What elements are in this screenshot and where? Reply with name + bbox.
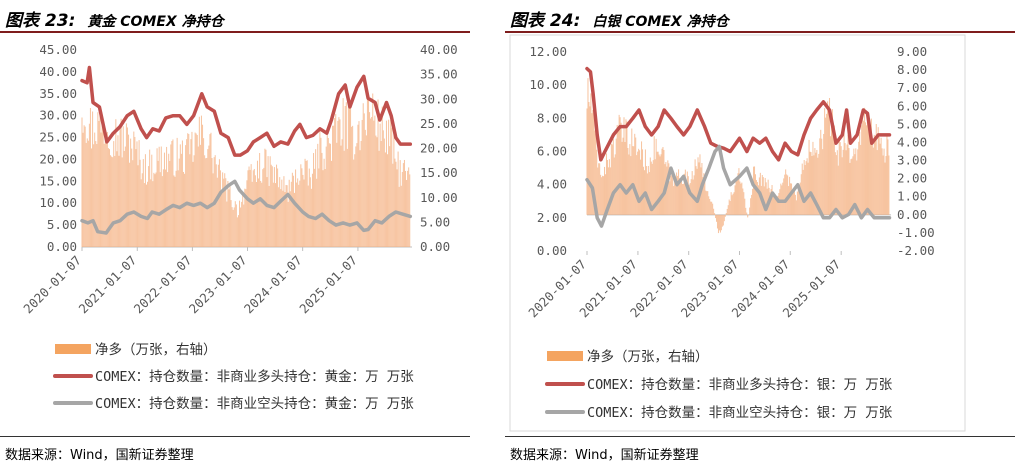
source-note: 数据来源：Wind，国新证券整理 — [510, 448, 699, 463]
right-tick-label: 8.00 — [897, 62, 927, 77]
left-tick-label: 8.00 — [537, 110, 567, 125]
left-tick-label: 15.00 — [39, 173, 77, 188]
right-tick-label: 0.00 — [420, 239, 450, 254]
legend-label: COMEX：持仓数量：非商业空头持仓：黄金：万 万张 — [95, 396, 414, 412]
left-tick-label: 40.00 — [39, 64, 77, 79]
x-tick-label: 2021-01-07 — [76, 253, 140, 317]
right-tick-label: 20.00 — [420, 141, 458, 156]
right-tick-label: 6.00 — [897, 98, 927, 113]
title-rule — [0, 31, 470, 33]
series-short-position-line — [80, 179, 413, 235]
chart-panel-silver: 图表 24: 白银 COMEX 净持仓 0.00 2.00 4.00 6.00 8.00 1… — [505, 0, 1015, 467]
left-tick-label: 12.00 — [529, 44, 567, 59]
left-tick-label: 30.00 — [39, 108, 77, 123]
left-tick-label: 0.00 — [47, 239, 77, 254]
legend-label: 净多（万张，右轴） — [95, 341, 217, 358]
x-tick-label: 2022-01-07 — [131, 253, 195, 317]
figure-number: 图表 23: — [5, 11, 76, 31]
series-net-long-bars — [586, 78, 890, 234]
right-tick-label: 10.00 — [420, 190, 458, 205]
left-tick-label: 45.00 — [39, 42, 77, 57]
title-rule — [505, 31, 1015, 33]
right-tick-label: 4.00 — [897, 134, 927, 149]
right-tick-label: 1.00 — [897, 189, 927, 204]
x-tick-label: 2024-01-07 — [241, 253, 305, 317]
left-tick-label: 20.00 — [39, 151, 77, 166]
x-axis: 2020-01-072021-01-072022-01-072023-01-07… — [525, 214, 891, 320]
left-tick-label: 5.00 — [47, 217, 77, 232]
left-tick-label: 4.00 — [537, 177, 567, 192]
right-tick-label: 5.00 — [897, 116, 927, 131]
legend-label: COMEX：持仓数量：非商业多头持仓：银：万 万张 — [587, 376, 893, 393]
right-tick-label: 35.00 — [420, 67, 458, 82]
figure-name: 白银 COMEX 净持仓 — [592, 14, 729, 30]
chart-frame — [509, 34, 966, 432]
left-axis: 0.00 2.00 4.00 6.00 8.00 10.00 12.00 — [529, 44, 567, 258]
source-note: 数据来源：Wind，国新证券整理 — [5, 448, 194, 463]
legend-swatch-bar — [55, 344, 91, 354]
right-tick-label: 15.00 — [420, 165, 458, 180]
figure-number: 图表 24: — [510, 11, 581, 31]
right-tick-label: 25.00 — [420, 116, 458, 131]
legend: 净多（万张，右轴） COMEX：持仓数量：非商业多头持仓：银：万 万张 COMEX：… — [545, 348, 893, 421]
right-axis: 0.00 5.00 10.00 15.00 20.00 25.00 30.00 35.00 40… — [420, 42, 458, 254]
figure-name: 黄金 COMEX 净持仓 — [87, 14, 224, 30]
legend-label: 净多（万张，右轴） — [587, 348, 709, 365]
legend-label: COMEX：持仓数量：非商业空头持仓：银：万 万张 — [587, 405, 893, 421]
right-tick-label: 0.00 — [897, 207, 927, 222]
left-tick-label: 25.00 — [39, 130, 77, 145]
series-net-long-bars — [81, 93, 411, 247]
silver-chart-svg: 0.00 2.00 4.00 6.00 8.00 10.00 12.00 -2.00 -1.00… — [509, 34, 966, 432]
x-tick-label: 2023-01-07 — [186, 253, 250, 317]
legend-swatch-bar — [547, 351, 583, 361]
source-rule — [0, 436, 470, 437]
series-long-position-line — [80, 65, 413, 157]
right-tick-label: 3.00 — [897, 153, 927, 168]
left-tick-label: 0.00 — [537, 243, 567, 258]
source-rule — [505, 436, 1015, 437]
right-tick-label: 30.00 — [420, 91, 458, 106]
right-tick-label: 40.00 — [420, 42, 458, 57]
right-tick-label: -2.00 — [897, 243, 935, 258]
right-axis: -2.00 -1.00 0.00 1.00 2.00 3.00 4.00 5.00 6.00 7.… — [897, 44, 935, 258]
left-tick-label: 6.00 — [537, 144, 567, 159]
x-tick-label: 2025-01-07 — [296, 253, 360, 317]
left-tick-label: 2.00 — [537, 210, 567, 225]
legend: 净多（万张，右轴） COMEX：持仓数量：非商业多头持仓：黄金：万 万张 COMEX… — [53, 341, 414, 412]
right-tick-label: 7.00 — [897, 80, 927, 95]
right-tick-label: 2.00 — [897, 171, 927, 186]
series-long-position-line — [585, 66, 892, 162]
x-axis: 2020-01-072021-01-072022-01-072023-01-07… — [20, 246, 412, 317]
chart-panel-gold: 图表 23: 黄金 COMEX 净持仓 0.00 5.00 10.00 15.00 20.… — [0, 0, 500, 467]
right-tick-label: -1.00 — [897, 225, 935, 240]
figure-title: 图表 23: 黄金 COMEX 净持仓 — [5, 6, 224, 31]
series-short-position-line — [585, 144, 892, 228]
gold-chart-svg: 0.00 5.00 10.00 15.00 20.00 25.00 30.00 35.00 40… — [20, 42, 458, 412]
x-tick-label: 2020-01-07 — [20, 253, 84, 317]
legend-label: COMEX：持仓数量：非商业多头持仓：黄金：万 万张 — [95, 368, 414, 385]
left-tick-label: 10.00 — [529, 77, 567, 92]
right-tick-label: 9.00 — [897, 44, 927, 59]
left-tick-label: 35.00 — [39, 86, 77, 101]
left-tick-label: 10.00 — [39, 195, 77, 210]
figure-title: 图表 24: 白银 COMEX 净持仓 — [510, 6, 729, 31]
left-axis: 0.00 5.00 10.00 15.00 20.00 25.00 30.00 35.00 40… — [39, 42, 77, 254]
right-tick-label: 5.00 — [420, 214, 450, 229]
